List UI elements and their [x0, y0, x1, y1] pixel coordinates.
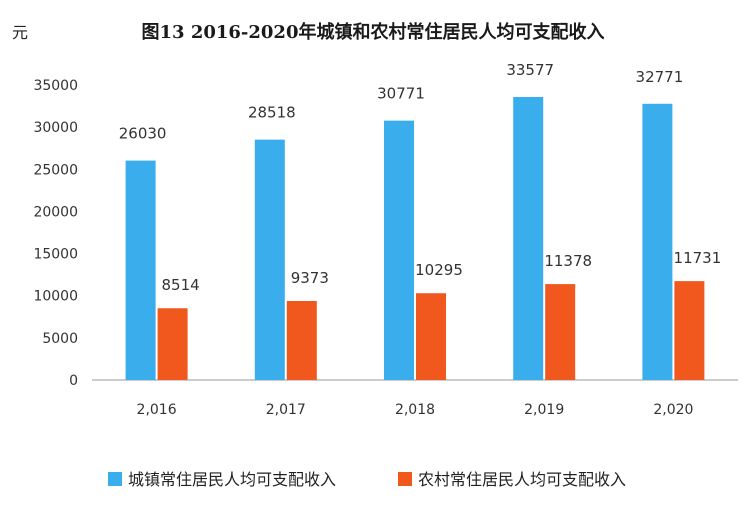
bar-series-2	[157, 308, 188, 380]
y-tick-label: 25000	[33, 162, 78, 178]
bar-data-label: 9373	[291, 269, 329, 287]
bar-series-1	[642, 103, 673, 380]
bar-data-label: 26030	[119, 125, 167, 143]
bar-series-2	[286, 300, 317, 380]
bar-series-2	[674, 281, 705, 380]
x-tick-label: 2,017	[266, 402, 306, 418]
bar-groups: 26030 8514 28518 9373 30771 10295 33577 11378 32…	[119, 61, 722, 380]
y-tick-label: 30000	[33, 120, 78, 136]
x-tick-label: 2,020	[653, 402, 693, 418]
legend-swatch	[108, 472, 122, 486]
y-tick-label: 35000	[33, 78, 78, 94]
legend: 城镇常住居民人均可支配收入 农村常住居民人均可支配收入	[108, 470, 626, 489]
bar-data-label: 11378	[544, 252, 592, 270]
y-tick-label: 0	[69, 373, 78, 389]
y-tick-label: 10000	[33, 289, 78, 305]
bar-data-label: 32771	[636, 68, 684, 86]
bar-data-label: 10295	[415, 261, 463, 279]
y-tick-label: 5000	[42, 331, 78, 347]
legend-swatch	[398, 472, 412, 486]
bar-series-1	[384, 120, 414, 380]
y-axis: 0 5000 10000 15000 20000 25000 30000 35000	[33, 78, 78, 389]
bar-data-label: 11731	[674, 249, 722, 267]
x-tick-label: 2,018	[395, 402, 435, 418]
bar-series-2	[416, 293, 446, 380]
bar-data-label: 33577	[506, 61, 554, 79]
y-tick-label: 20000	[33, 204, 78, 220]
bar-data-label: 28518	[248, 104, 296, 122]
legend-label: 农村常住居民人均可支配收入	[418, 470, 626, 489]
chart-title: 图13 2016-2020年城镇和农村常住居民人均可支配收入	[142, 21, 605, 43]
bar-data-label: 8514	[162, 276, 200, 294]
bar-series-2	[545, 284, 576, 380]
x-axis-labels: 2,016 2,017 2,018 2,019 2,020	[137, 402, 694, 418]
bar-series-1	[125, 160, 156, 380]
x-tick-label: 2,016	[137, 402, 177, 418]
x-tick-label: 2,019	[524, 402, 564, 418]
bar-series-1	[513, 96, 544, 380]
bar-data-label: 30771	[377, 85, 425, 103]
legend-label: 城镇常住居民人均可支配收入	[128, 470, 336, 489]
y-unit-label: 元	[12, 23, 28, 42]
y-tick-label: 15000	[33, 247, 78, 263]
bar-series-1	[254, 139, 285, 380]
